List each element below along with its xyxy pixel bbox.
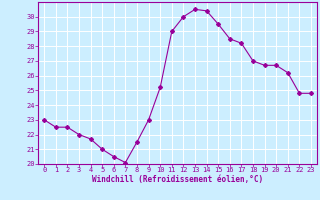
X-axis label: Windchill (Refroidissement éolien,°C): Windchill (Refroidissement éolien,°C)	[92, 175, 263, 184]
